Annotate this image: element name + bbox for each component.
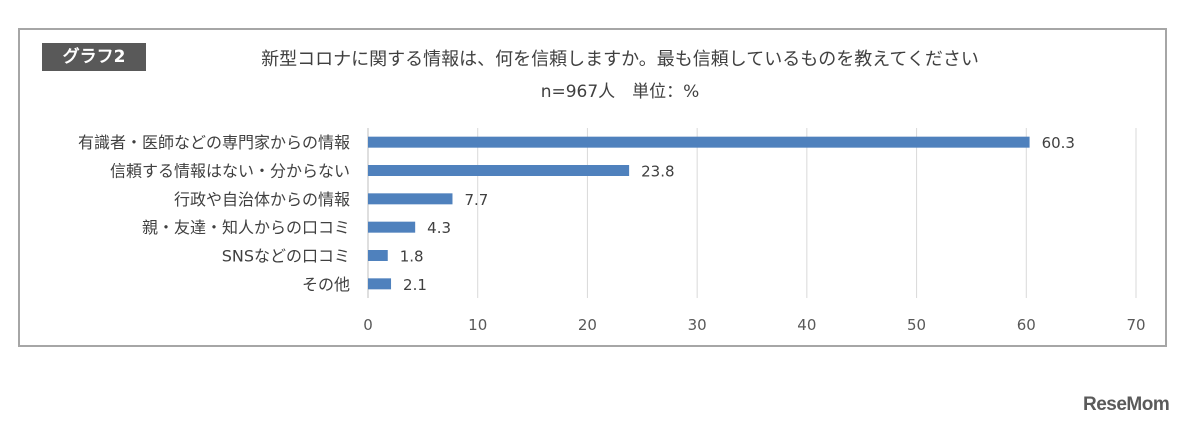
category-label: 有識者・医師などの専門家からの情報 [78,133,350,152]
graph-number-badge: グラフ2 [42,43,146,71]
resemom-logo: ReseMom [1083,394,1170,415]
data-label: 1.8 [400,248,424,266]
bar [368,193,453,205]
chart-frame [18,28,1167,347]
x-tick-label: 20 [578,316,597,334]
data-label: 7.7 [464,191,488,209]
bar [368,136,1030,148]
category-label: 信頼する情報はない・分からない [110,162,350,181]
x-tick-label: 10 [468,316,487,334]
category-label: その他 [302,275,350,294]
x-tick-label: 30 [688,316,707,334]
chart-subtitle: n=967人 単位：% [540,82,700,102]
x-tick-label: 60 [1017,316,1036,334]
bar [368,250,388,261]
category-label: 親・友達・知人からの口コミ [142,218,350,237]
data-label: 4.3 [427,219,451,237]
x-tick-label: 70 [1126,316,1145,334]
chart-title: 新型コロナに関する情報は、何を信頼しますか。最も信頼しているものを教えてください [261,49,979,70]
bar [368,221,416,233]
category-label: 行政や自治体からの情報 [174,190,350,209]
x-tick-label: 0 [363,316,373,334]
data-label: 60.3 [1042,134,1075,152]
x-tick-label: 40 [797,316,816,334]
x-tick-label: 50 [907,316,926,334]
data-label: 2.1 [403,276,427,294]
data-label: 23.8 [641,163,674,181]
bar [368,165,630,176]
bar [368,278,392,290]
category-label: SNSなどの口コミ [222,247,350,266]
